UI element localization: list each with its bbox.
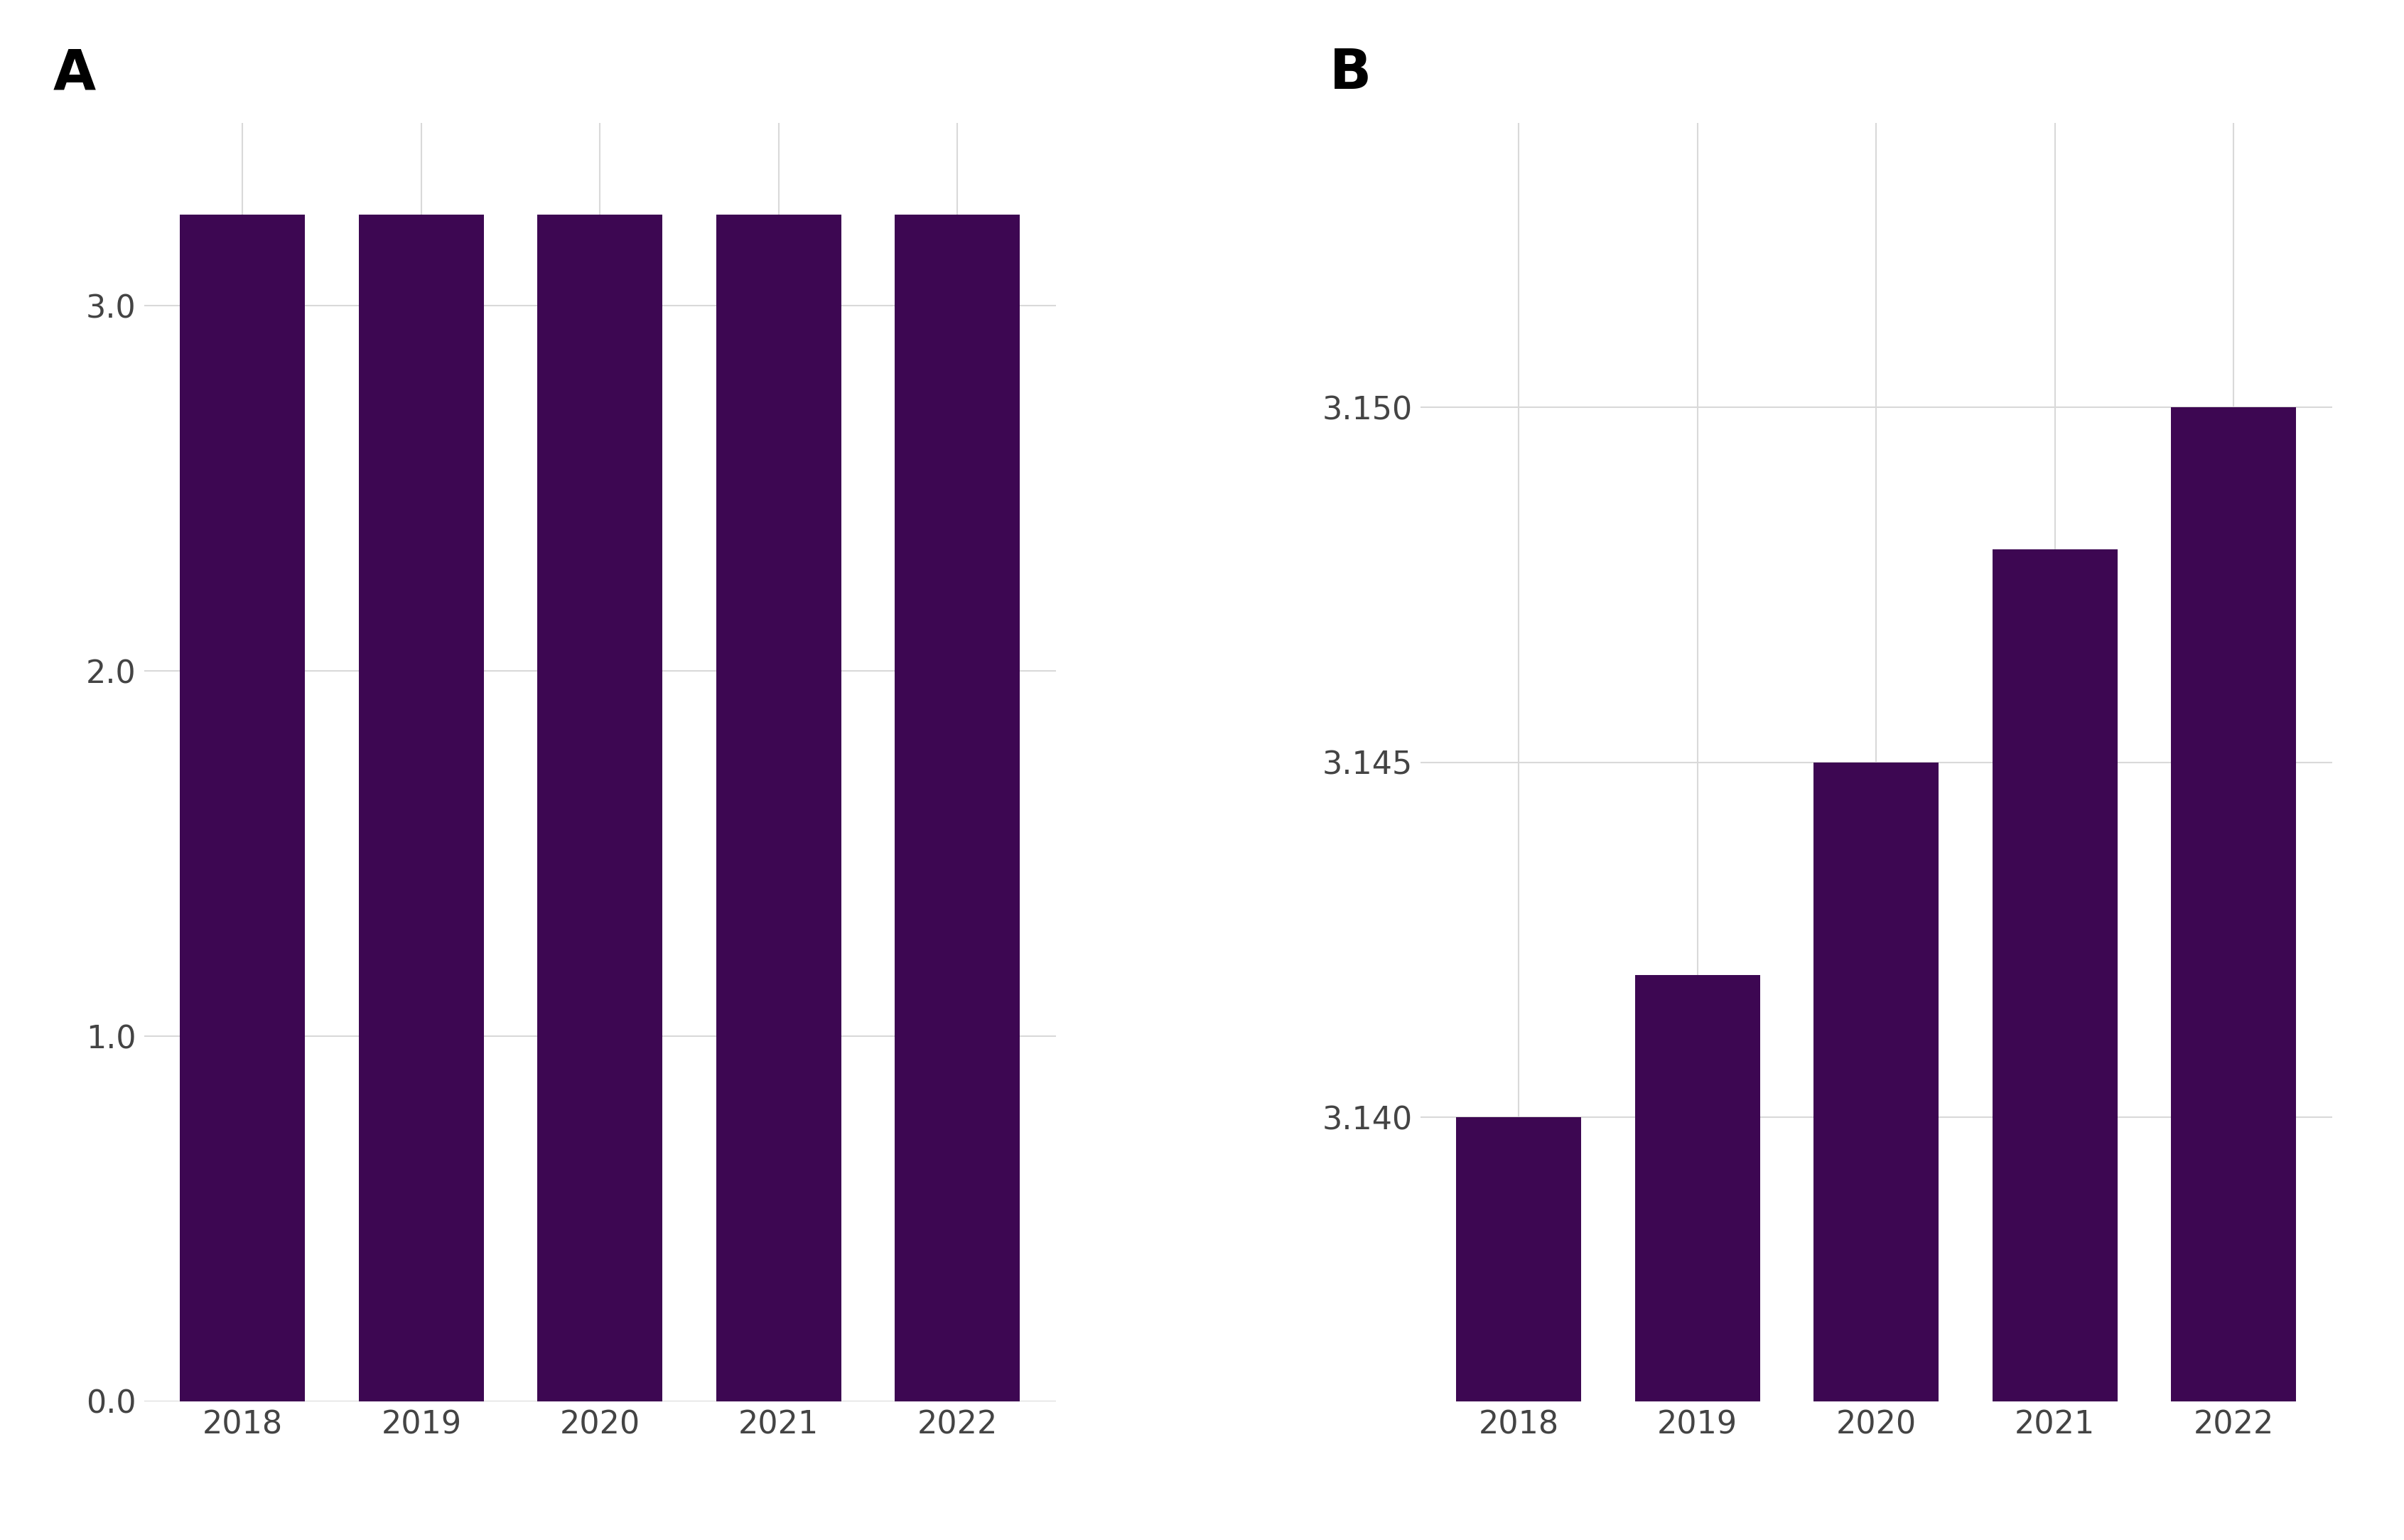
- Bar: [358, 214, 483, 1401]
- Bar: [716, 214, 841, 1401]
- Bar: [2171, 407, 2296, 1540]
- Bar: [1635, 975, 1760, 1540]
- Bar: [894, 214, 1019, 1401]
- Bar: [1993, 550, 2118, 1540]
- Text: A: A: [53, 46, 96, 100]
- Bar: [538, 214, 664, 1401]
- Bar: [1457, 1118, 1582, 1540]
- Bar: [180, 214, 305, 1401]
- Bar: [1813, 762, 1938, 1540]
- Text: B: B: [1329, 46, 1370, 100]
